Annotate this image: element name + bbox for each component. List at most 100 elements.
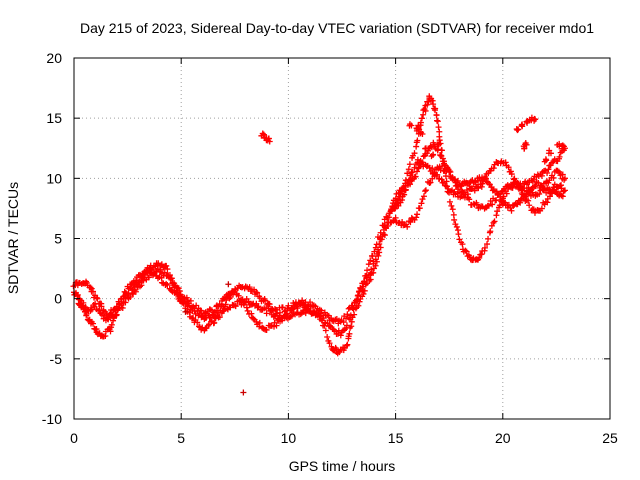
data-point — [559, 171, 566, 178]
data-point — [401, 191, 408, 198]
data-point — [343, 315, 350, 322]
data-point — [415, 164, 422, 171]
y-tick-label: 5 — [54, 231, 62, 247]
data-point — [187, 297, 194, 304]
data-point — [407, 172, 414, 179]
data-point — [121, 288, 128, 295]
data-point — [498, 188, 505, 195]
data-point — [413, 214, 420, 221]
data-point — [521, 145, 528, 152]
data-point — [415, 125, 422, 132]
tick-layer: 0 5 10 15 20 25 -10 -5 0 5 10 15 20 — [42, 50, 618, 446]
data-point — [538, 205, 545, 212]
data-point — [432, 105, 439, 112]
data-point — [167, 275, 174, 282]
data-point — [503, 190, 510, 197]
data-point — [96, 306, 103, 313]
data-point — [531, 115, 538, 122]
data-point — [321, 322, 328, 329]
data-point — [256, 319, 263, 326]
data-point — [281, 308, 288, 315]
data-point — [306, 299, 313, 306]
data-point — [455, 231, 462, 238]
data-point — [433, 112, 440, 119]
data-point — [463, 248, 470, 255]
data-point — [92, 300, 99, 307]
data-point — [545, 166, 552, 173]
data-point — [485, 235, 492, 242]
data-point — [391, 204, 398, 211]
data-point — [125, 285, 132, 292]
data-point — [395, 202, 402, 209]
data-point — [226, 295, 233, 302]
data-point — [561, 187, 568, 194]
data-point — [525, 197, 532, 204]
data-point — [108, 321, 115, 328]
data-point — [164, 282, 171, 289]
data-point — [273, 322, 280, 329]
data-point — [272, 306, 279, 313]
x-axis-title: GPS time / hours — [289, 458, 396, 474]
data-point — [344, 311, 351, 318]
data-point — [289, 305, 296, 312]
data-point — [367, 257, 374, 264]
data-point — [505, 164, 512, 171]
data-point — [489, 201, 496, 208]
data-point — [271, 306, 278, 313]
data-point — [369, 253, 376, 260]
data-point — [547, 189, 554, 196]
data-point — [448, 202, 455, 209]
data-point — [553, 188, 560, 195]
y-tick-label: 10 — [46, 170, 62, 186]
data-point — [361, 278, 368, 285]
data-point — [98, 303, 105, 310]
x-tick-label: 25 — [602, 430, 618, 446]
data-point — [367, 276, 374, 283]
y-tick-label: 15 — [46, 110, 62, 126]
data-point — [348, 318, 355, 325]
data-point — [74, 291, 81, 298]
data-point — [370, 269, 377, 276]
data-point — [186, 302, 193, 309]
data-point — [419, 159, 426, 166]
data-point — [359, 286, 366, 293]
data-point — [392, 214, 399, 221]
data-point — [243, 304, 250, 311]
data-point — [493, 212, 500, 219]
data-point — [132, 277, 139, 284]
data-point — [90, 288, 97, 295]
data-point — [422, 188, 429, 195]
data-point — [471, 187, 478, 194]
data-point — [372, 256, 379, 263]
data-point — [276, 309, 283, 316]
data-point — [406, 161, 413, 168]
data-point — [518, 122, 525, 129]
data-point — [163, 280, 170, 287]
data-point — [239, 296, 246, 303]
data-point — [417, 119, 424, 126]
data-point — [450, 211, 457, 218]
data-point — [508, 184, 515, 191]
data-point — [265, 135, 272, 142]
data-point — [556, 153, 563, 160]
x-tick-label: 10 — [281, 430, 297, 446]
data-point — [256, 295, 263, 302]
data-point — [360, 290, 367, 297]
data-point — [414, 156, 421, 163]
data-point — [524, 119, 531, 126]
data-point — [324, 334, 331, 341]
data-point — [418, 115, 425, 122]
data-point — [128, 281, 135, 288]
data-point — [285, 302, 292, 309]
y-tick-label: 0 — [54, 291, 62, 307]
data-point — [451, 216, 458, 223]
data-point — [407, 181, 414, 188]
data-point — [428, 153, 435, 160]
data-point — [355, 302, 362, 309]
data-point — [418, 129, 425, 136]
data-point — [422, 187, 429, 194]
data-point — [104, 315, 111, 322]
data-point — [491, 218, 498, 225]
data-point — [199, 312, 206, 319]
data-point — [446, 169, 453, 176]
